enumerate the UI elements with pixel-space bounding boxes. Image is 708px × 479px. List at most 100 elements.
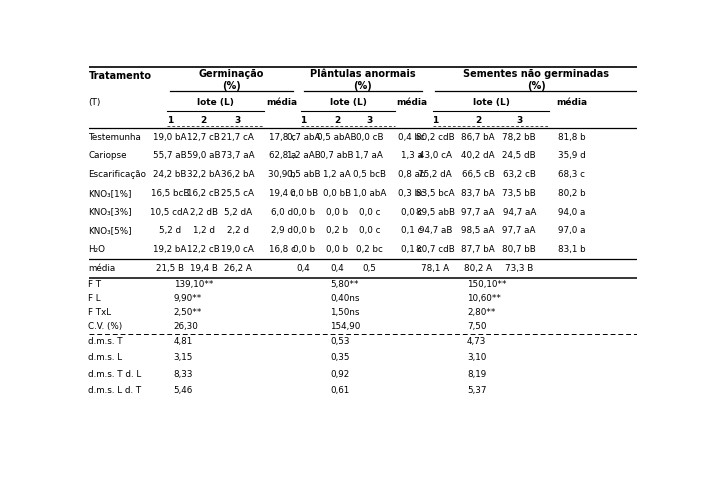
Text: 5,37: 5,37: [467, 386, 486, 395]
Text: 5,2 d: 5,2 d: [159, 226, 181, 235]
Text: 1,2 d: 1,2 d: [193, 226, 215, 235]
Text: 0,8 ab: 0,8 ab: [398, 170, 426, 179]
Text: 1,2 aAB: 1,2 aAB: [287, 151, 321, 160]
Text: 0,1 c: 0,1 c: [401, 245, 423, 254]
Text: d.m.s. L: d.m.s. L: [88, 354, 122, 363]
Text: 2,80**: 2,80**: [467, 308, 496, 317]
Text: 3: 3: [234, 116, 241, 125]
Text: 0,3 bc: 0,3 bc: [398, 189, 426, 198]
Text: 55,7 aB: 55,7 aB: [153, 151, 186, 160]
Text: 98,5 aA: 98,5 aA: [462, 226, 495, 235]
Text: 8,33: 8,33: [173, 370, 193, 379]
Text: 16,5 bcB: 16,5 bcB: [151, 189, 189, 198]
Text: Plântulas anormais
(%): Plântulas anormais (%): [310, 69, 416, 91]
Text: 0,5 abB: 0,5 abB: [287, 170, 320, 179]
Text: 19,2 bA: 19,2 bA: [153, 245, 186, 254]
Text: 0,0 cB: 0,0 cB: [355, 133, 383, 142]
Text: 2: 2: [475, 116, 481, 125]
Text: F L: F L: [88, 294, 101, 303]
Text: 43,0 cA: 43,0 cA: [418, 151, 452, 160]
Text: Germinação
(%): Germinação (%): [198, 69, 264, 91]
Text: 80,7 cdB: 80,7 cdB: [416, 245, 455, 254]
Text: F T: F T: [88, 280, 102, 289]
Text: 2: 2: [334, 116, 340, 125]
Text: 3,15: 3,15: [173, 354, 193, 363]
Text: 2,50**: 2,50**: [173, 308, 202, 317]
Text: 6,0 d: 6,0 d: [271, 207, 293, 217]
Text: 35,9 d: 35,9 d: [558, 151, 586, 160]
Text: 0,2 b: 0,2 b: [326, 226, 348, 235]
Text: 78,1 A: 78,1 A: [421, 264, 450, 273]
Text: 26,30: 26,30: [173, 322, 198, 331]
Text: 0,0 b: 0,0 b: [292, 207, 314, 217]
Text: 0,92: 0,92: [330, 370, 349, 379]
Text: 7,50: 7,50: [467, 322, 486, 331]
Text: 3,10: 3,10: [467, 354, 486, 363]
Text: 80,2 cdB: 80,2 cdB: [416, 133, 455, 142]
Text: 40,2 dA: 40,2 dA: [462, 151, 495, 160]
Text: 150,10**: 150,10**: [467, 280, 507, 289]
Text: 68,3 c: 68,3 c: [559, 170, 586, 179]
Text: 81,8 b: 81,8 b: [558, 133, 586, 142]
Text: 154,90: 154,90: [330, 322, 360, 331]
Text: (T): (T): [88, 98, 101, 107]
Text: 16,8 c: 16,8 c: [269, 245, 296, 254]
Text: 10,60**: 10,60**: [467, 294, 501, 303]
Text: Escarificação: Escarificação: [88, 170, 147, 179]
Text: lote (L): lote (L): [472, 98, 510, 107]
Text: 19,0 cA: 19,0 cA: [222, 245, 254, 254]
Text: 0,35: 0,35: [330, 354, 350, 363]
Text: 2,9 d: 2,9 d: [271, 226, 293, 235]
Text: 0,7 abB: 0,7 abB: [320, 151, 354, 160]
Text: Testemunha: Testemunha: [88, 133, 142, 142]
Text: 0,5 bcB: 0,5 bcB: [353, 170, 386, 179]
Text: 5,2 dA: 5,2 dA: [224, 207, 252, 217]
Text: Tratamento: Tratamento: [88, 71, 152, 81]
Text: 83,1 b: 83,1 b: [558, 245, 586, 254]
Text: 19,0 bA: 19,0 bA: [153, 133, 186, 142]
Text: Cariopse: Cariopse: [88, 151, 127, 160]
Text: 2,2 dB: 2,2 dB: [190, 207, 218, 217]
Text: 83,7 bA: 83,7 bA: [461, 189, 495, 198]
Text: 12,7 cB: 12,7 cB: [188, 133, 220, 142]
Text: 36,2 bA: 36,2 bA: [221, 170, 254, 179]
Text: 62,8 a: 62,8 a: [268, 151, 296, 160]
Text: 0,0 b: 0,0 b: [292, 245, 314, 254]
Text: C.V. (%): C.V. (%): [88, 322, 122, 331]
Text: média: média: [267, 98, 298, 107]
Text: 0,4 bc: 0,4 bc: [398, 133, 425, 142]
Text: 0,61: 0,61: [330, 386, 349, 395]
Text: 5,46: 5,46: [173, 386, 193, 395]
Text: 0,7 abA: 0,7 abA: [287, 133, 320, 142]
Text: lote (L): lote (L): [197, 98, 234, 107]
Text: 1,3 a: 1,3 a: [401, 151, 423, 160]
Text: 19,4 c: 19,4 c: [269, 189, 295, 198]
Text: 1: 1: [300, 116, 307, 125]
Text: 0,1 c: 0,1 c: [401, 226, 423, 235]
Text: 0,0 b: 0,0 b: [326, 207, 348, 217]
Text: 1,50ns: 1,50ns: [330, 308, 360, 317]
Text: 1: 1: [432, 116, 438, 125]
Text: 0,0 bB: 0,0 bB: [323, 189, 351, 198]
Text: 78,2 bB: 78,2 bB: [503, 133, 536, 142]
Text: KNO₃[5%]: KNO₃[5%]: [88, 226, 132, 235]
Text: 2: 2: [200, 116, 207, 125]
Text: 25,5 cA: 25,5 cA: [221, 189, 254, 198]
Text: 59,0 aB: 59,0 aB: [187, 151, 220, 160]
Text: 19,4 B: 19,4 B: [190, 264, 217, 273]
Text: 8,19: 8,19: [467, 370, 486, 379]
Text: 0,0 bB: 0,0 bB: [290, 189, 318, 198]
Text: 16,2 cB: 16,2 cB: [188, 189, 220, 198]
Text: 24,5 dB: 24,5 dB: [503, 151, 536, 160]
Text: d.m.s. T: d.m.s. T: [88, 337, 123, 346]
Text: 17,8 c: 17,8 c: [269, 133, 296, 142]
Text: 94,0 a: 94,0 a: [558, 207, 586, 217]
Text: 63,2 cB: 63,2 cB: [503, 170, 536, 179]
Text: 2,2 d: 2,2 d: [227, 226, 249, 235]
Text: 0,40ns: 0,40ns: [330, 294, 360, 303]
Text: 73,3 B: 73,3 B: [505, 264, 533, 273]
Text: média: média: [396, 98, 427, 107]
Text: 75,2 dA: 75,2 dA: [418, 170, 452, 179]
Text: 4,73: 4,73: [467, 337, 486, 346]
Text: 139,10**: 139,10**: [173, 280, 213, 289]
